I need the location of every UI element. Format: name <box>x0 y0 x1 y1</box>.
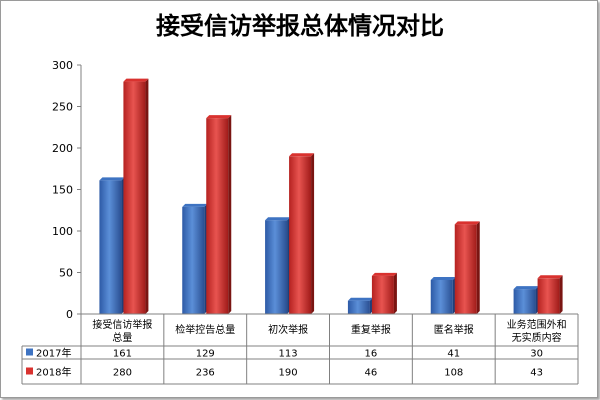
bar-top-face <box>265 217 291 221</box>
bar-2017-5 <box>513 289 536 314</box>
category-label: 匿名举报 <box>434 323 474 336</box>
data-label-2017: 30 <box>530 349 543 360</box>
data-table: 接受信访举报总量 检举控告总量 初次举报 重复举报 匿名举报 业务范围外和无实质内容 201… <box>21 313 579 385</box>
bar-top-face <box>371 272 397 276</box>
y-tick-label: 250 <box>52 101 73 114</box>
bar-2018-2 <box>289 156 312 314</box>
bar-2018-1 <box>206 118 229 315</box>
bar-2017-4 <box>430 279 453 314</box>
bar-side-face <box>145 78 149 314</box>
bar-2017-3 <box>347 300 370 314</box>
legend-swatch-2017 <box>26 348 33 356</box>
y-tick-label: 200 <box>52 142 73 155</box>
legend-swatch-2018 <box>26 367 33 375</box>
bar-top-face <box>430 276 456 280</box>
bar-top-face <box>537 275 563 279</box>
bar-2018-3 <box>371 275 394 314</box>
chart-title: 接受信访举报总体情况对比 <box>156 12 444 40</box>
bar-side-face <box>476 221 480 314</box>
data-label-2018: 190 <box>279 368 298 379</box>
bar-side-face <box>228 115 232 315</box>
bar-top-face <box>347 297 373 301</box>
y-axis: 0 50 100 150 200 250 300 <box>52 59 82 321</box>
bar-2018-5 <box>537 278 560 314</box>
bar-top-face <box>206 115 232 119</box>
bar-top-face <box>123 78 149 82</box>
data-label-2018: 236 <box>196 368 215 379</box>
y-tick-label: 50 <box>59 267 73 280</box>
data-label-2018: 280 <box>113 368 132 379</box>
data-label-2018: 43 <box>530 368 543 379</box>
bar-top-face <box>513 286 539 290</box>
data-label-2018: 46 <box>365 368 378 379</box>
bar-2017-2 <box>265 220 288 314</box>
data-label-2017: 129 <box>196 349 215 360</box>
bar-2017-1 <box>182 206 205 314</box>
bar-side-face <box>559 275 563 314</box>
bar-top-face <box>289 153 315 157</box>
data-label-2017: 161 <box>113 349 132 360</box>
y-tick-label: 150 <box>52 184 73 197</box>
bar-side-face <box>311 153 315 314</box>
bar-top-face <box>99 177 125 181</box>
bar-top-face <box>454 221 480 225</box>
bar-2018-4 <box>454 224 477 314</box>
y-tick-label: 300 <box>52 59 73 72</box>
bar-top-face <box>182 203 208 207</box>
data-label-2017: 16 <box>365 349 378 360</box>
category-label: 初次举报 <box>268 323 308 336</box>
category-label: 检举控告总量 <box>175 323 235 336</box>
bar-2018-0 <box>123 81 146 314</box>
y-tick-label: 0 <box>66 308 73 321</box>
legend-label-2017: 2017年 <box>36 347 71 360</box>
data-label-2017: 41 <box>447 349 460 360</box>
category-label: 业务范围外和无实质内容 <box>507 318 567 344</box>
bars <box>99 78 563 315</box>
y-tick-label: 100 <box>52 225 73 238</box>
bar-2017-0 <box>99 180 122 314</box>
data-label-2017: 113 <box>279 349 298 360</box>
category-label: 接受信访举报总量 <box>92 318 152 344</box>
legend-label-2018: 2018年 <box>36 366 71 379</box>
category-label: 重复举报 <box>351 323 391 336</box>
data-label-2018: 108 <box>444 368 463 379</box>
bar-side-face <box>393 272 397 314</box>
